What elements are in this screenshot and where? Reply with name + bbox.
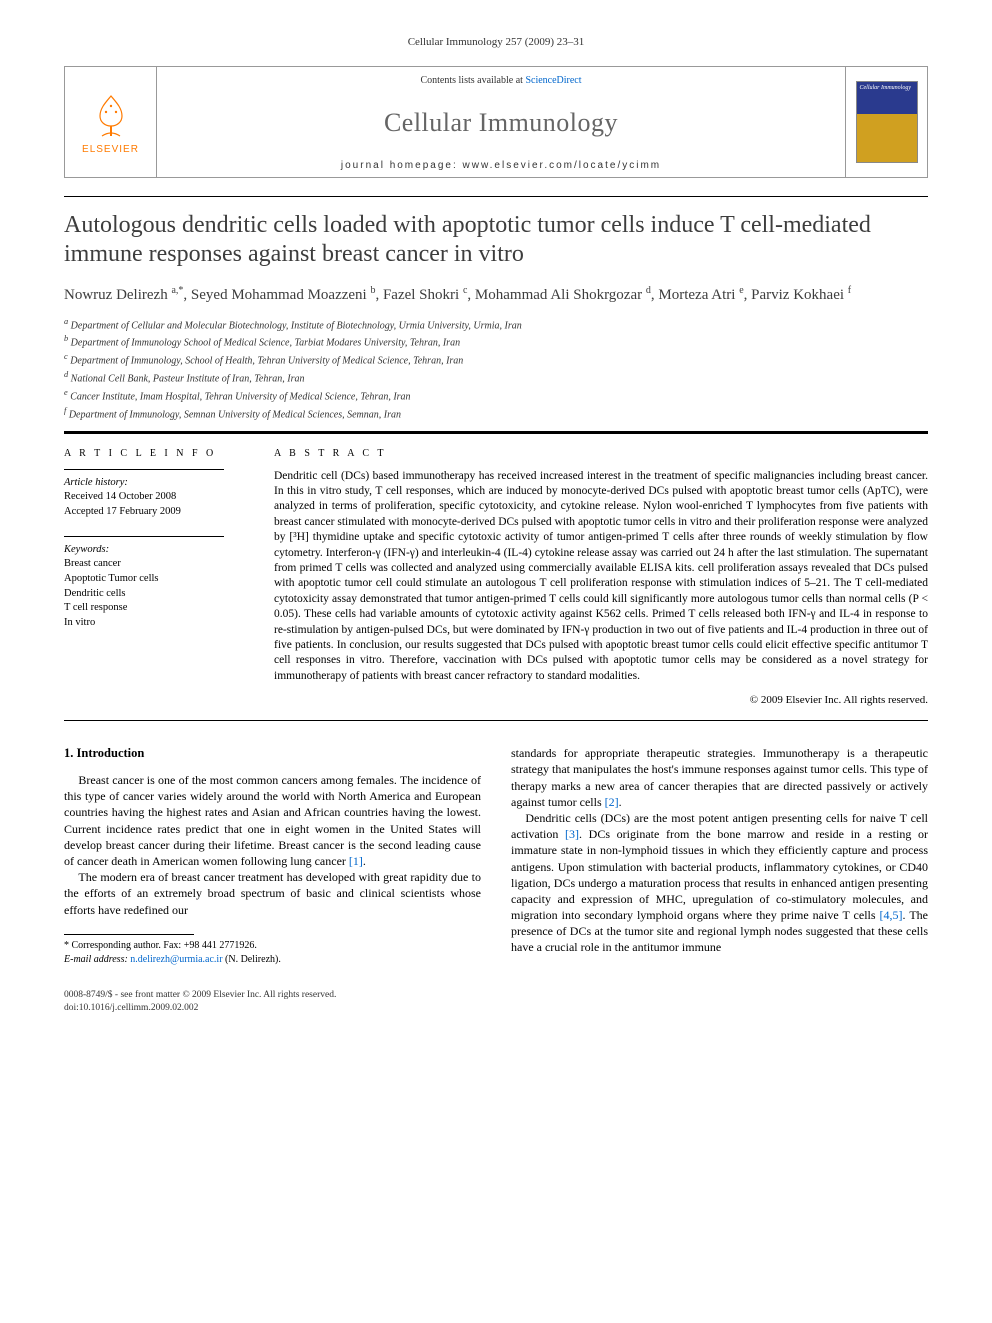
affiliation-line: a Department of Cellular and Molecular B… (64, 316, 928, 334)
footer-line-1: 0008-8749/$ - see front matter © 2009 El… (64, 989, 928, 1002)
received-date: Received 14 October 2008 (64, 490, 256, 505)
cover-cell: Cellular Immunology (845, 67, 927, 177)
page-footer: 0008-8749/$ - see front matter © 2009 El… (64, 989, 928, 1015)
homepage-url[interactable]: www.elsevier.com/locate/ycimm (463, 160, 662, 171)
contents-line: Contents lists available at ScienceDirec… (157, 75, 845, 86)
email-line: E-mail address: n.delirezh@urmia.ac.ir (… (64, 953, 481, 967)
ref-link-1[interactable]: [1] (349, 854, 363, 868)
affiliation-line: e Cancer Institute, Imam Hospital, Tehra… (64, 387, 928, 405)
para-1: Breast cancer is one of the most common … (64, 772, 481, 869)
sciencedirect-link[interactable]: ScienceDirect (525, 75, 581, 86)
cover-text: Cellular Immunology (860, 85, 912, 91)
keyword: Dendritic cells (64, 587, 256, 602)
footer-doi: doi:10.1016/j.cellimm.2009.02.002 (64, 1002, 928, 1015)
p1-end: . (363, 854, 366, 868)
para-3: standards for appropriate therapeutic st… (511, 745, 928, 810)
footnote-rule (64, 934, 194, 935)
ref-link-3[interactable]: [3] (565, 827, 579, 841)
p4b: . DCs originate from the bone marrow and… (511, 827, 928, 922)
section-heading-1: 1. Introduction (64, 745, 481, 762)
journal-cover-thumb: Cellular Immunology (856, 81, 918, 163)
article-title: Autologous dendritic cells loaded with a… (64, 211, 928, 270)
rule (64, 536, 224, 537)
p1-text: Breast cancer is one of the most common … (64, 773, 481, 868)
email-suffix: (N. Delirezh). (223, 954, 281, 965)
article-info-column: A R T I C L E I N F O Article history: R… (64, 434, 274, 721)
keyword: Apoptotic Tumor cells (64, 572, 256, 587)
contents-prefix: Contents lists available at (420, 75, 525, 86)
keyword: In vitro (64, 616, 256, 631)
affiliation-line: d National Cell Bank, Pasteur Institute … (64, 369, 928, 387)
para-2: The modern era of breast cancer treatmen… (64, 869, 481, 918)
corresponding-author: * Corresponding author. Fax: +98 441 277… (64, 939, 481, 953)
article-history: Article history: Received 14 October 200… (64, 476, 256, 520)
keyword: T cell response (64, 601, 256, 616)
running-header: Cellular Immunology 257 (2009) 23–31 (64, 36, 928, 48)
homepage-line: journal homepage: www.elsevier.com/locat… (157, 160, 845, 171)
keywords-label: Keywords: (64, 543, 256, 558)
ref-link-2[interactable]: [2] (605, 795, 619, 809)
abstract-heading: A B S T R A C T (274, 448, 928, 459)
publisher-logo-cell: ELSEVIER (65, 67, 157, 177)
email-label: E-mail address: (64, 954, 130, 965)
keywords-block: Keywords: Breast cancerApoptotic Tumor c… (64, 543, 256, 631)
ref-link-45[interactable]: [4,5] (880, 908, 903, 922)
journal-banner: ELSEVIER Contents lists available at Sci… (64, 66, 928, 178)
journal-name: Cellular Immunology (157, 108, 845, 138)
history-label: Article history: (64, 476, 256, 491)
author-list: Nowruz Delirezh a,*, Seyed Mohammad Moaz… (64, 284, 928, 306)
author-email-link[interactable]: n.delirezh@urmia.ac.ir (130, 954, 222, 965)
affiliation-line: b Department of Immunology School of Med… (64, 333, 928, 351)
affiliation-line: c Department of Immunology, School of He… (64, 351, 928, 369)
info-abstract-row: A R T I C L E I N F O Article history: R… (64, 433, 928, 722)
abstract-column: A B S T R A C T Dendritic cell (DCs) bas… (274, 434, 928, 721)
footnotes: * Corresponding author. Fax: +98 441 277… (64, 939, 481, 967)
publisher-label: ELSEVIER (82, 144, 139, 155)
banner-center: Contents lists available at ScienceDirec… (157, 67, 845, 177)
homepage-prefix: journal homepage: (341, 160, 463, 171)
accepted-date: Accepted 17 February 2009 (64, 505, 256, 520)
article-info-heading: A R T I C L E I N F O (64, 448, 256, 459)
abstract-copyright: © 2009 Elsevier Inc. All rights reserved… (274, 694, 928, 706)
elsevier-tree-icon (86, 90, 136, 140)
p3-text: standards for appropriate therapeutic st… (511, 746, 928, 809)
para-4: Dendritic cells (DCs) are the most poten… (511, 810, 928, 956)
p3-end: . (619, 795, 622, 809)
abstract-body: Dendritic cell (DCs) based immunotherapy… (274, 469, 928, 685)
keyword: Breast cancer (64, 557, 256, 572)
rule (64, 469, 224, 470)
affiliations: a Department of Cellular and Molecular B… (64, 316, 928, 423)
rule (64, 196, 928, 197)
affiliation-line: f Department of Immunology, Semnan Unive… (64, 405, 928, 423)
body-columns: 1. Introduction Breast cancer is one of … (64, 745, 928, 967)
